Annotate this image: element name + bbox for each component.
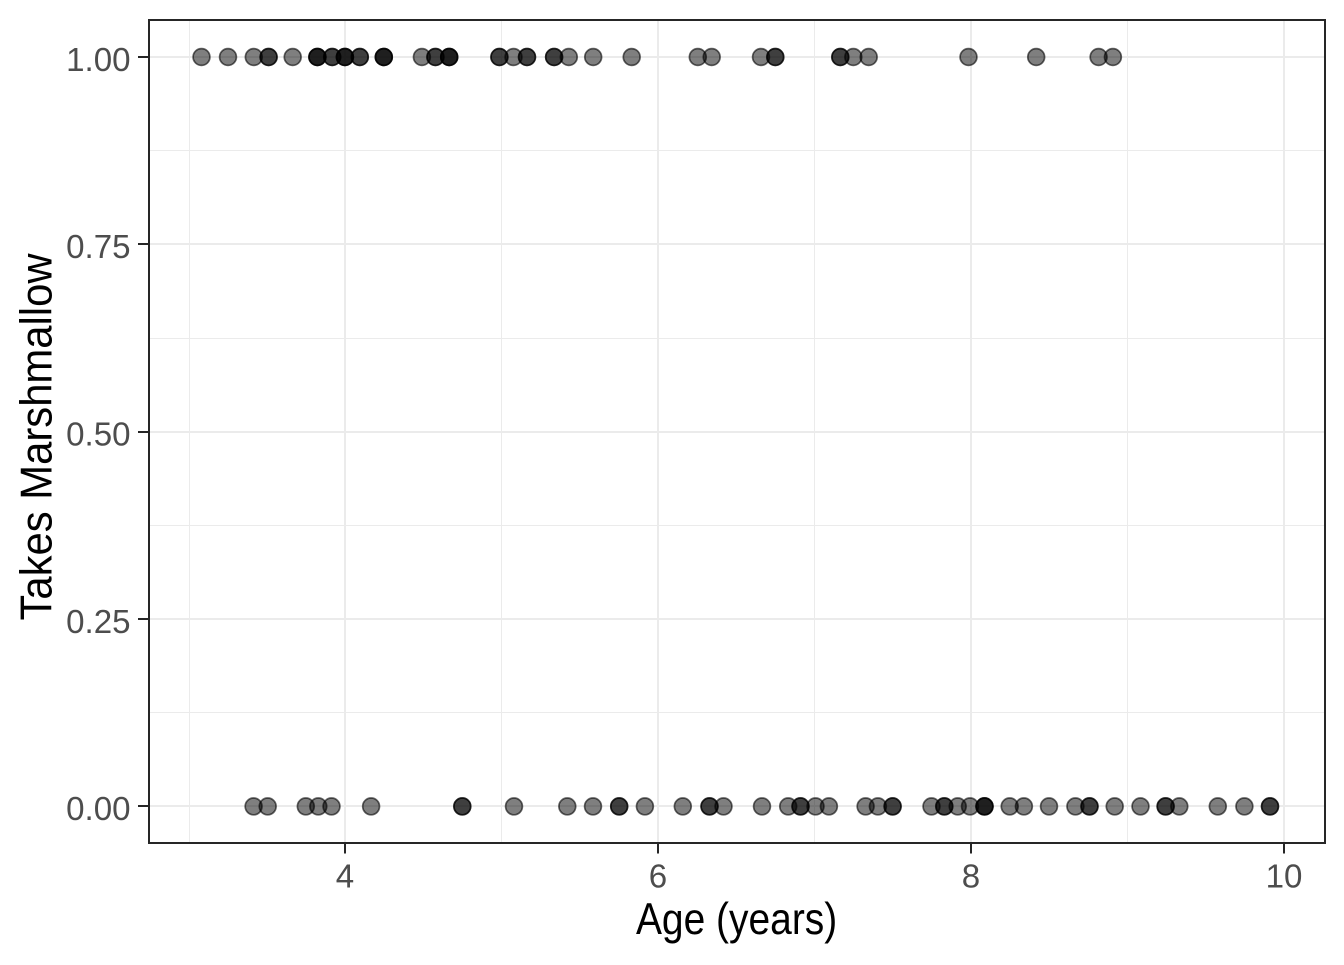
svg-text:1.00: 1.00 (66, 42, 130, 79)
svg-text:Takes Marshmallow: Takes Marshmallow (12, 253, 61, 621)
svg-text:10: 10 (1266, 858, 1303, 895)
svg-text:0.00: 0.00 (66, 791, 130, 828)
svg-text:6: 6 (649, 858, 667, 895)
svg-text:0.25: 0.25 (66, 604, 130, 641)
svg-text:Age (years): Age (years) (636, 895, 837, 944)
svg-text:8: 8 (962, 858, 980, 895)
svg-text:4: 4 (336, 858, 354, 895)
svg-text:0.75: 0.75 (66, 229, 130, 266)
svg-text:0.50: 0.50 (66, 417, 130, 454)
